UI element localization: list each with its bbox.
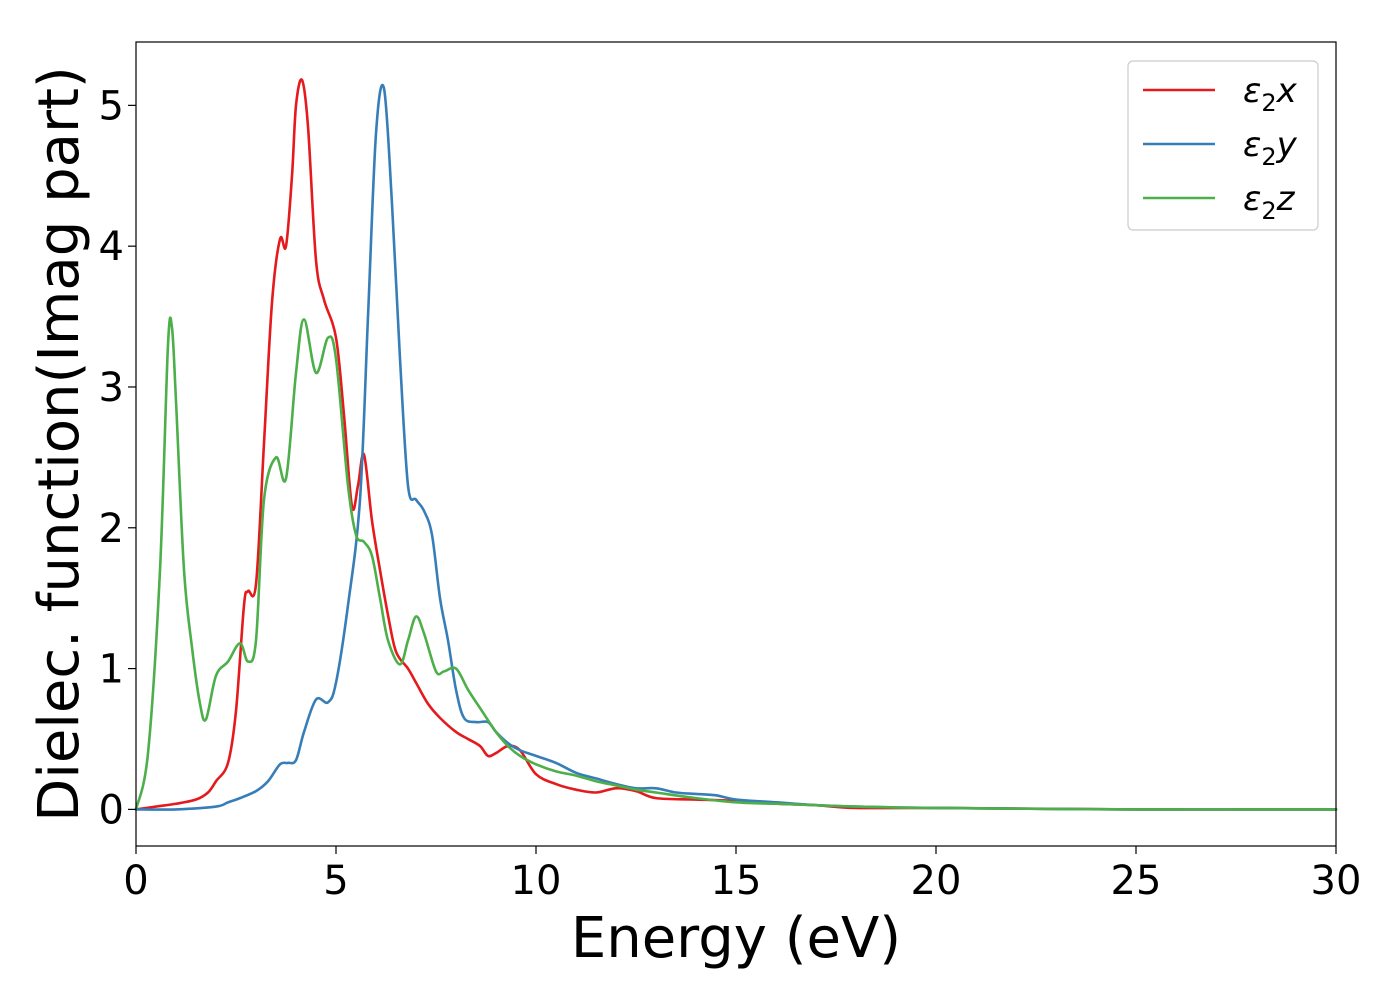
- legend: ε2x ε2y ε2z: [1127, 60, 1319, 231]
- x-axis-title: Energy (eV): [571, 906, 901, 971]
- y-axis-title: Dielec. function(Imag part): [27, 66, 92, 822]
- x-tick-label: 20: [911, 858, 962, 904]
- y-tick-label: 5: [99, 83, 124, 129]
- series-line-x: [134, 78, 1338, 811]
- ticks-layer: 0 5 10 15 20 25 30 0 1 2 3 4 5: [99, 83, 1362, 904]
- y-tick-label: 4: [99, 224, 124, 270]
- y-tick-label: 3: [99, 365, 124, 411]
- x-tick-label: 10: [511, 858, 562, 904]
- legend-label-y: ε2y: [1243, 125, 1298, 171]
- series-line-z: [134, 316, 1338, 811]
- x-tick-label: 30: [1311, 858, 1362, 904]
- legend-items: ε2x ε2y ε2z: [1143, 71, 1298, 225]
- x-tick-label: 5: [323, 858, 348, 904]
- series-layer: [134, 78, 1338, 811]
- x-tick-label: 0: [123, 858, 148, 904]
- legend-frame: [1127, 60, 1319, 231]
- x-tick-label: 15: [711, 858, 762, 904]
- legend-label-z: ε2z: [1243, 179, 1296, 225]
- x-tick-label: 25: [1111, 858, 1162, 904]
- y-tick-label: 0: [99, 787, 124, 833]
- legend-label-x: ε2x: [1243, 71, 1298, 117]
- y-tick-label: 1: [99, 647, 124, 693]
- y-tick-label: 2: [99, 506, 124, 552]
- series-line-y: [134, 83, 1338, 811]
